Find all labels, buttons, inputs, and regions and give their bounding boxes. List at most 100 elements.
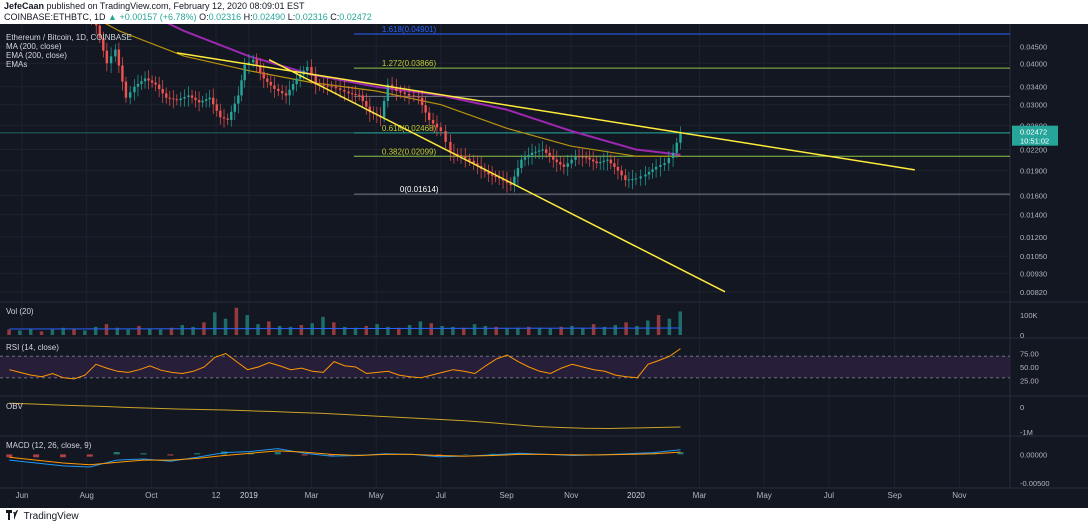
candle-body (395, 87, 398, 92)
candle-body (552, 156, 555, 160)
candle-body (168, 97, 171, 99)
rsi-band (0, 356, 1010, 378)
candle-body (449, 141, 452, 153)
candle-body (128, 92, 132, 98)
volume-bar (678, 311, 682, 335)
candle-body (613, 163, 616, 167)
macd-tick-label: -0.00500 (1020, 479, 1050, 488)
time-tick-label: Sep (499, 491, 514, 500)
candle-body (208, 97, 211, 100)
volume-bar (245, 315, 249, 335)
time-tick-label: Jul (824, 491, 834, 500)
price-tick-label: 0.03000 (1020, 101, 1047, 110)
tradingview-brand[interactable]: TradingView (6, 510, 79, 522)
high-value: 0.02490 (252, 12, 286, 22)
price-tick-label: 0.01600 (1020, 191, 1047, 200)
candle-body (219, 110, 222, 118)
footer: TradingView (0, 508, 1088, 524)
volume-bar (353, 327, 358, 335)
change-value: +0.00157 (+6.78%) (119, 12, 197, 22)
candle-body (95, 17, 98, 26)
macd-histogram-bar (677, 452, 684, 455)
candle-body (459, 155, 463, 157)
macd-title: MACD (12, 26, close, 9) (6, 441, 92, 450)
volume-title: Vol (20) (6, 307, 34, 316)
price-tick-label: 0.00820 (1020, 288, 1047, 297)
candle-body (679, 132, 682, 143)
candle-body (444, 131, 447, 142)
volume-bar (397, 327, 401, 335)
volume-bar (72, 328, 76, 335)
macd-histogram-bar (59, 454, 66, 458)
candle-body (165, 93, 168, 98)
candle-body (109, 56, 113, 64)
candle-body (487, 171, 490, 175)
price-tick-label: 0.01400 (1020, 211, 1047, 220)
candle-body (663, 163, 666, 166)
candle-body (194, 97, 197, 101)
ohlc-row: COINBASE:ETHBTC, 1D ▲ +0.00157 (+6.78%) … (4, 12, 372, 22)
pane-labels: Vol (20) RSI (14, close) OBV MACD (12, 2… (6, 307, 92, 450)
price-tick-label: 0.00930 (1020, 270, 1047, 279)
candle-body (175, 99, 179, 101)
candle-body (266, 78, 269, 82)
rsi-tick-label: 75.00 (1020, 350, 1039, 359)
low-value: 0.02316 (295, 12, 328, 22)
author-name[interactable]: JefeCaan (4, 1, 45, 11)
volume-bar (148, 328, 152, 335)
volume-bar (18, 330, 22, 335)
time-tick-label: Oct (145, 491, 158, 500)
candle-body (284, 93, 288, 96)
candle-body (102, 38, 105, 51)
low-label: L: (287, 12, 296, 22)
candle-body (431, 119, 435, 124)
candle-body (226, 118, 229, 120)
candle-body (150, 80, 154, 83)
candle-body (427, 112, 431, 120)
volume-bar (39, 331, 44, 335)
candle-body (124, 81, 128, 98)
candle-body (602, 160, 605, 163)
candle-body (161, 88, 164, 94)
candle-body (157, 84, 161, 89)
candle-body (183, 96, 186, 99)
trendline (176, 52, 915, 171)
candle-body (584, 157, 588, 159)
chart-area[interactable]: 1.618(0.04901) 1.272(0.03866) 0.618(0.0246… (0, 0, 1088, 508)
candle-body (520, 159, 523, 169)
volume-bar (191, 326, 195, 335)
macd-histogram-bar (301, 454, 308, 456)
candle-body (262, 72, 265, 79)
price-tick-label: 0.04000 (1020, 59, 1047, 68)
candle-body (627, 179, 631, 181)
candle-body (667, 158, 671, 164)
close-value: 0.02472 (339, 12, 372, 22)
candle-body (338, 88, 342, 90)
candle-body (644, 174, 647, 177)
chart-svg[interactable]: 1.618(0.04901) 1.272(0.03866) 0.618(0.0246… (0, 0, 1088, 508)
price-tick-label: 0.01200 (1020, 233, 1047, 242)
candle-body (541, 149, 544, 151)
volume-ma-line (9, 327, 681, 330)
candle-body (154, 82, 157, 85)
candle-body (424, 105, 427, 113)
candle-body (390, 84, 394, 88)
candle-body (368, 106, 372, 113)
candle-body (647, 171, 651, 175)
volume-tick-label: 0 (1020, 331, 1024, 340)
candle-body (435, 123, 439, 128)
candle-body (121, 65, 124, 82)
volume-bar (223, 318, 228, 335)
volume-bar (440, 325, 444, 335)
candle-body (230, 111, 233, 120)
macd-histogram-bar (274, 452, 281, 455)
candle-body (574, 156, 577, 160)
volume-bar (483, 325, 488, 335)
price-tick-label: 0.04500 (1020, 42, 1047, 51)
macd-histogram-bar (6, 454, 13, 458)
volume-bar (548, 328, 553, 335)
macd-signal-line (9, 450, 681, 466)
macd-histogram-bar (140, 453, 147, 455)
candle-body (215, 104, 218, 111)
time-tick-label: Nov (564, 491, 578, 500)
